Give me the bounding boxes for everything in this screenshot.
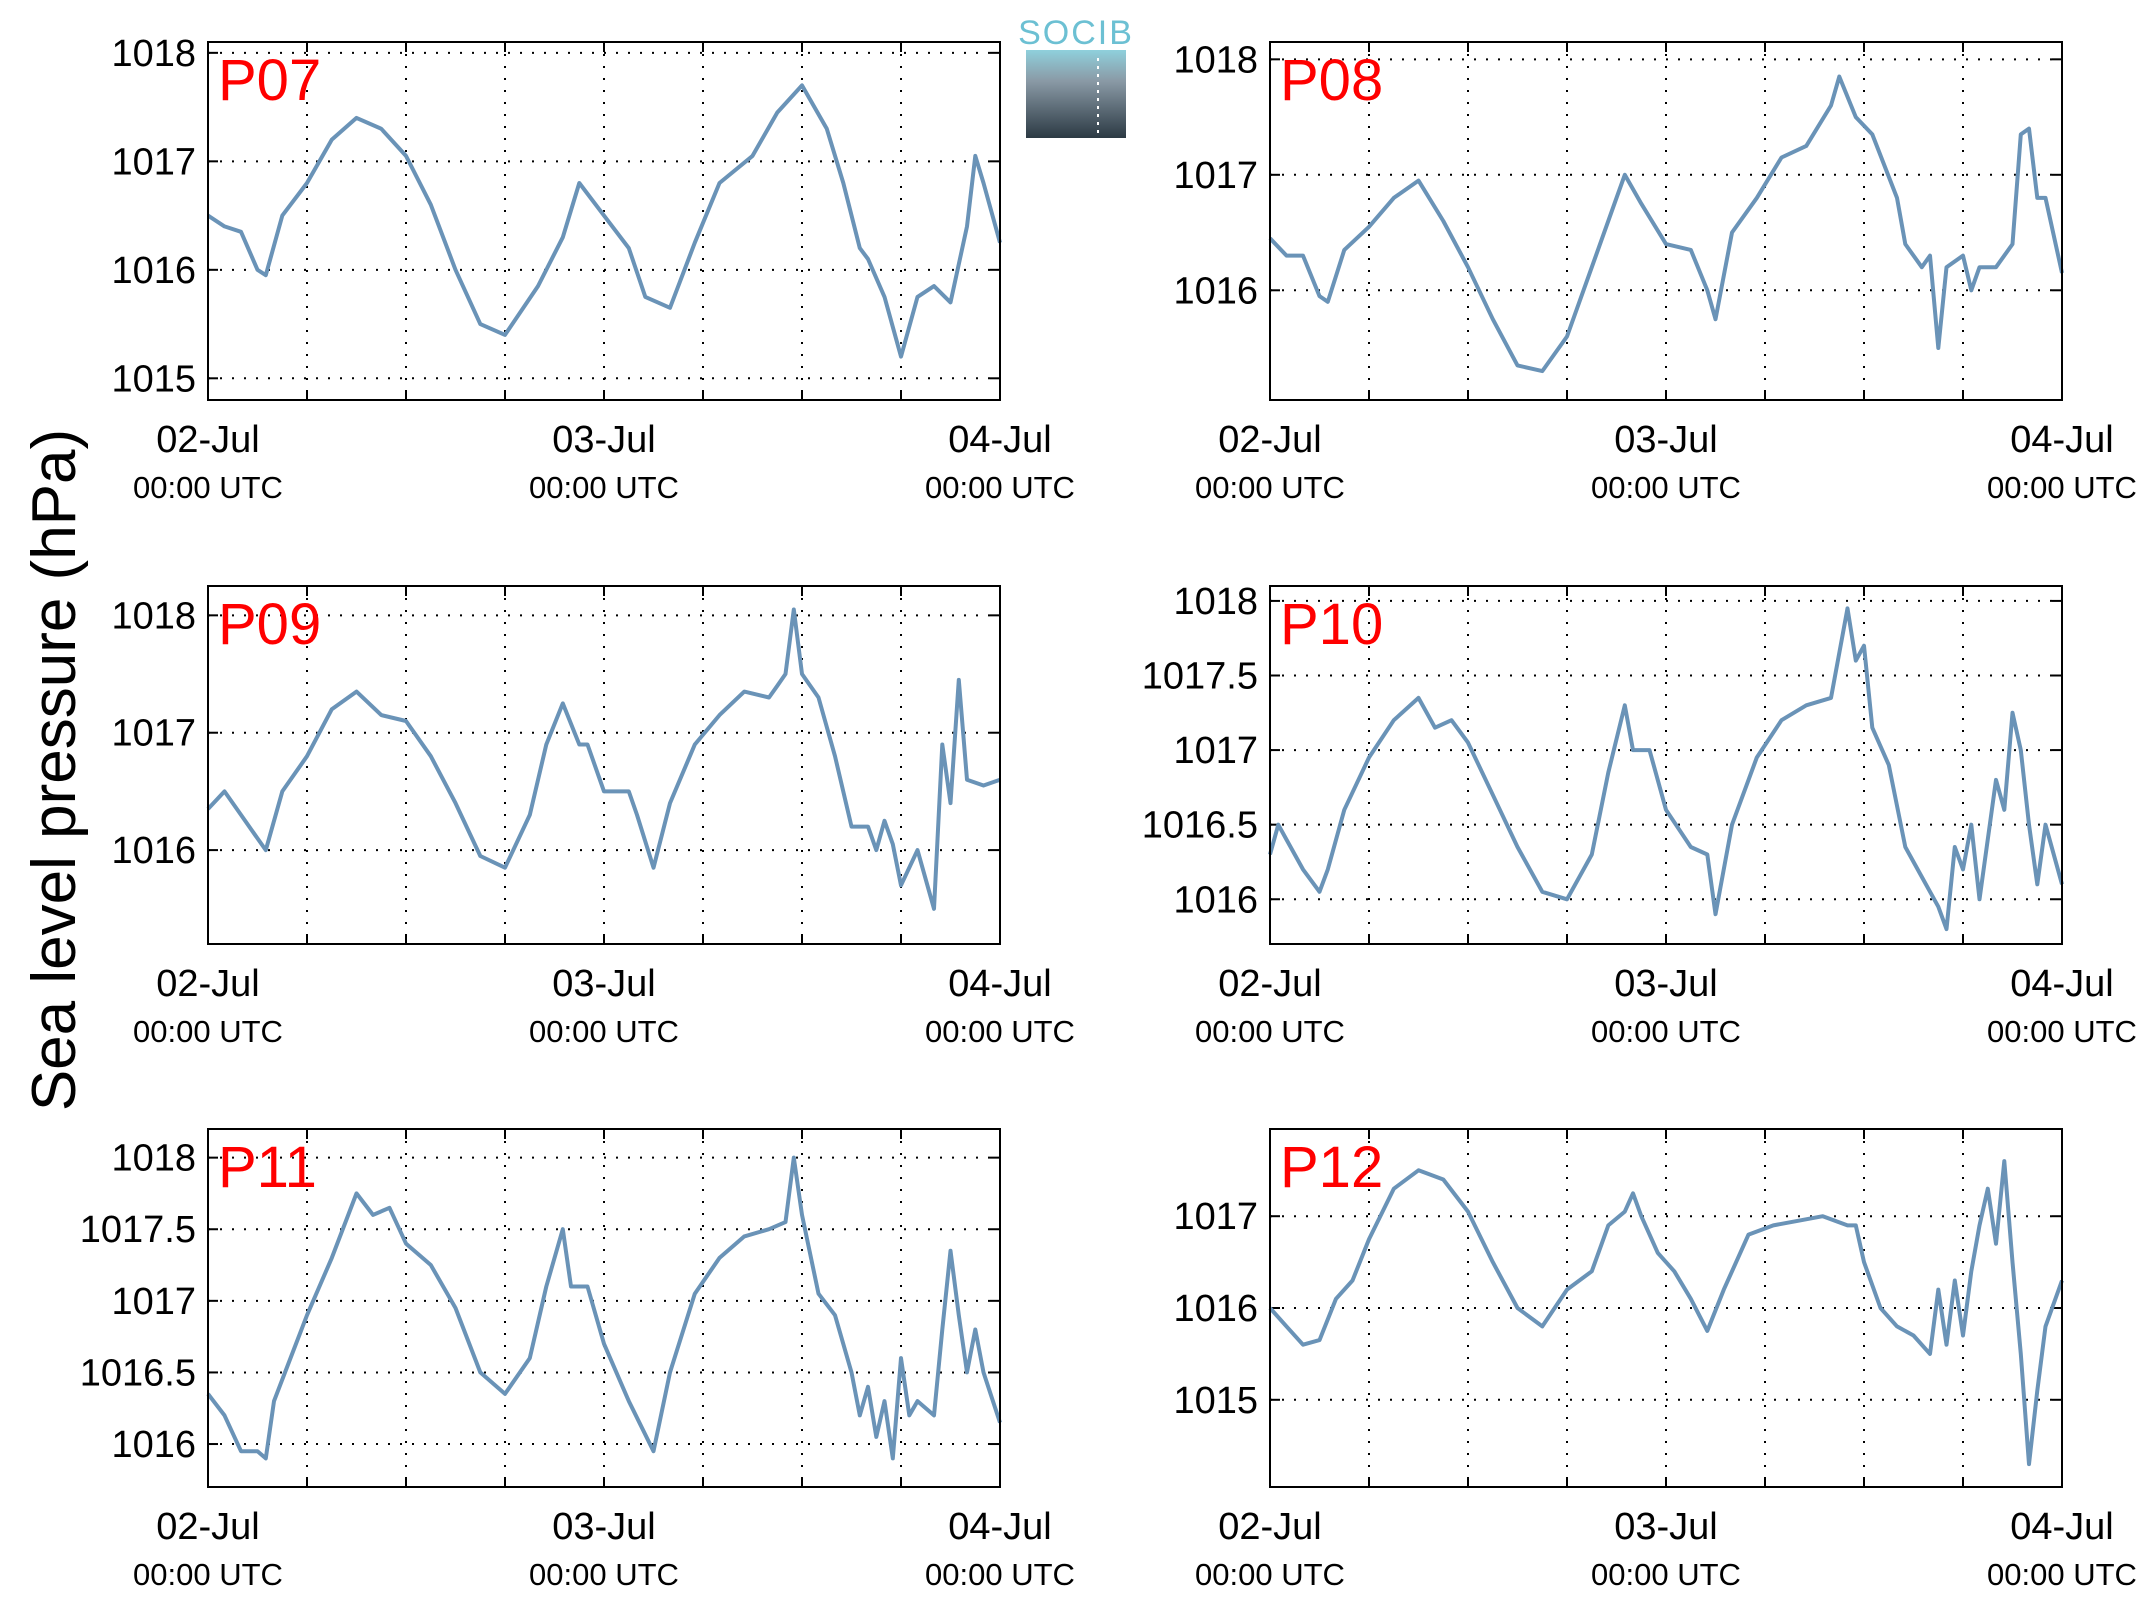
y-tick-label: 1016 — [111, 1424, 196, 1466]
series-line-p11 — [206, 1155, 1002, 1461]
x-tick-label-date: 02-Jul — [156, 963, 260, 1005]
x-tick-label-date: 03-Jul — [1614, 963, 1718, 1005]
panels: 1015 1016 1017 1018 02-Jul 00:00 UTC 03-Jul 00:… — [80, 33, 2137, 1592]
y-tick-label: 1018 — [1173, 39, 1258, 81]
series-line-p09 — [206, 607, 1001, 911]
panel-label: P09 — [218, 592, 321, 657]
x-tick-label-time: 00:00 UTC — [529, 1014, 679, 1049]
x-tick-label-time: 00:00 UTC — [1591, 1557, 1741, 1592]
x-tick-label-time: 00:00 UTC — [1987, 470, 2137, 505]
x-tick-label-date: 04-Jul — [948, 963, 1052, 1005]
y-tick-label: 1017 — [111, 713, 196, 755]
axes-frame — [1269, 41, 2063, 401]
y-tick-label: 1016 — [111, 830, 196, 872]
series-line-p08 — [1268, 74, 2064, 374]
y-tick-label: 1017.5 — [1142, 656, 1258, 698]
socib-logo: SOCIB — [1018, 14, 1134, 138]
y-axis-label: Sea level pressure (hPa) — [20, 429, 89, 1111]
panel-p12: 1015 1016 1017 02-Jul 00:00 UTC 03-Jul 00:00 U… — [1173, 1128, 2137, 1592]
x-tick-label-time: 00:00 UTC — [1591, 470, 1741, 505]
axes-frame — [207, 41, 1001, 401]
x-tick-label-time: 00:00 UTC — [133, 1014, 283, 1049]
y-tick-label: 1018 — [111, 1138, 196, 1180]
panel-label: P07 — [218, 48, 321, 113]
series-line-p07 — [206, 83, 1002, 359]
y-tick-label: 1015 — [1173, 1380, 1258, 1422]
panel-p08: 1016 1017 1018 02-Jul 00:00 UTC 03-Jul 00:00 U… — [1173, 39, 2137, 505]
x-tick-label-time: 00:00 UTC — [133, 470, 283, 505]
x-tick-label-date: 03-Jul — [1614, 1506, 1718, 1548]
x-tick-label-date: 04-Jul — [2010, 963, 2114, 1005]
y-tick-label: 1017 — [111, 1281, 196, 1323]
x-tick-label-date: 04-Jul — [948, 1506, 1052, 1548]
panel-label: P08 — [1280, 48, 1383, 113]
x-tick-label-date: 04-Jul — [2010, 419, 2114, 461]
axes-frame — [207, 1128, 1001, 1488]
x-tick-label-time: 00:00 UTC — [133, 1557, 283, 1592]
x-tick-label-date: 02-Jul — [1218, 1506, 1322, 1548]
x-tick-label-date: 04-Jul — [948, 419, 1052, 461]
x-tick-label-date: 02-Jul — [156, 1506, 260, 1548]
x-tick-label-time: 00:00 UTC — [1195, 470, 1345, 505]
y-tick-label: 1016 — [1173, 270, 1258, 312]
x-tick-label-time: 00:00 UTC — [529, 1557, 679, 1592]
y-tick-label: 1018 — [111, 595, 196, 637]
y-tick-label: 1015 — [111, 358, 196, 400]
panel-p10: 1016 1016.5 1017 1017.5 1018 02-Jul 00:00 UTC 0… — [1142, 581, 2137, 1049]
axes-frame — [1269, 1128, 2063, 1488]
x-tick-label-date: 03-Jul — [552, 963, 656, 1005]
y-tick-label: 1017 — [111, 141, 196, 183]
y-tick-label: 1017 — [1173, 1196, 1258, 1238]
x-tick-label-date: 03-Jul — [552, 1506, 656, 1548]
x-tick-label-time: 00:00 UTC — [1987, 1557, 2137, 1592]
y-tick-label: 1016.5 — [80, 1352, 196, 1394]
x-tick-label-date: 02-Jul — [1218, 963, 1322, 1005]
panel-p07: 1015 1016 1017 1018 02-Jul 00:00 UTC 03-Jul 00:… — [111, 33, 1075, 505]
y-tick-label: 1016 — [1173, 1288, 1258, 1330]
x-tick-label-date: 02-Jul — [1218, 419, 1322, 461]
y-tick-label: 1016 — [1173, 879, 1258, 921]
logo-text: SOCIB — [1018, 14, 1134, 52]
panel-label: P12 — [1280, 1135, 1383, 1200]
axes-frame — [1269, 585, 2063, 945]
x-tick-label-time: 00:00 UTC — [925, 470, 1075, 505]
panel-label: P10 — [1280, 592, 1383, 657]
y-tick-label: 1017 — [1173, 155, 1258, 197]
x-tick-label-date: 03-Jul — [552, 419, 656, 461]
x-tick-label-time: 00:00 UTC — [1591, 1014, 1741, 1049]
x-tick-label-time: 00:00 UTC — [1195, 1557, 1345, 1592]
x-tick-label-time: 00:00 UTC — [925, 1557, 1075, 1592]
y-tick-label: 1017.5 — [80, 1209, 196, 1251]
y-tick-label: 1018 — [1173, 581, 1258, 623]
x-tick-label-date: 02-Jul — [156, 419, 260, 461]
x-tick-label-date: 03-Jul — [1614, 419, 1718, 461]
x-tick-label-time: 00:00 UTC — [529, 470, 679, 505]
series-line-p12 — [1268, 1159, 2064, 1467]
panel-p09: 1016 1017 1018 02-Jul 00:00 UTC 03-Jul 00:00 U… — [111, 585, 1075, 1049]
y-tick-label: 1016.5 — [1142, 805, 1258, 847]
series-line-p10 — [1268, 606, 2064, 932]
panel-p11: 1016 1016.5 1017 1017.5 1018 02-Jul 00:00 UTC 0… — [80, 1128, 1075, 1592]
y-tick-label: 1018 — [111, 33, 196, 75]
x-tick-label-time: 00:00 UTC — [1987, 1014, 2137, 1049]
y-tick-label: 1016 — [111, 250, 196, 292]
x-tick-label-time: 00:00 UTC — [1195, 1014, 1345, 1049]
axes-frame — [207, 585, 1001, 945]
panel-label: P11 — [218, 1135, 317, 1200]
x-tick-label-date: 04-Jul — [2010, 1506, 2114, 1548]
y-tick-label: 1017 — [1173, 730, 1258, 772]
x-tick-label-time: 00:00 UTC — [925, 1014, 1075, 1049]
